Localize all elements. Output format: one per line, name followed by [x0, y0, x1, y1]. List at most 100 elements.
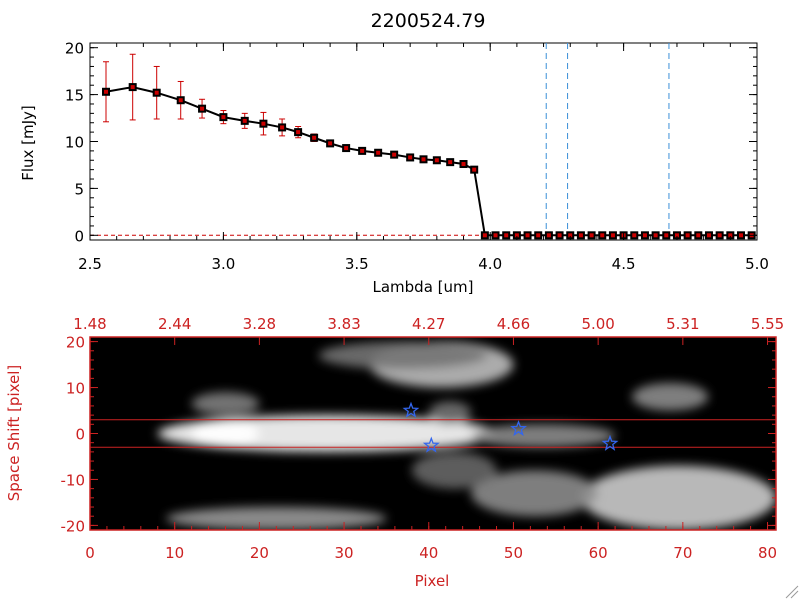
flux-point-center [546, 233, 551, 238]
wavelength-tick-label: 2.44 [158, 315, 191, 333]
error-bars [103, 53, 478, 173]
emission-blob [632, 382, 709, 411]
x-tick-label: 3.5 [345, 255, 369, 273]
spectrum-x-ticks: 2.5 3.0 3.5 4.0 4.5 5.0 [78, 43, 769, 273]
flux-point-center [328, 141, 333, 146]
x-tick-label: 2.5 [78, 255, 102, 273]
x-tick-label: 20 [250, 544, 269, 562]
flux-point-center [221, 115, 226, 120]
wavelength-tick-label: 5.55 [751, 315, 784, 333]
flux-point-center [376, 150, 381, 155]
flux-point-center [525, 233, 530, 238]
y-tick-label: 5 [74, 180, 84, 198]
flux-point-center [653, 233, 658, 238]
y-tick-label: 0 [75, 426, 85, 444]
emission-regions [157, 341, 776, 530]
flux-point-center [685, 233, 690, 238]
wavelength-tick-label: 5.31 [666, 315, 699, 333]
flux-point-center [261, 121, 266, 126]
image-y-label: Space Shift [pixel] [5, 365, 23, 502]
flux-point-center [344, 146, 349, 151]
spectrum-title: 2200524.79 [371, 10, 486, 32]
flux-point-center [589, 233, 594, 238]
flux-point-center [493, 233, 498, 238]
spectrum-plot-area: 2.5 3.0 3.5 4.0 4.5 5.0 0 5 10 15 20 [65, 40, 769, 273]
flux-point-center [557, 233, 562, 238]
flux-point-center [472, 167, 477, 172]
wavelength-tick-label: 4.66 [497, 315, 530, 333]
star-marker [510, 420, 527, 437]
flux-point-center [717, 233, 722, 238]
flux-point-center [200, 106, 205, 111]
flux-point-center [568, 233, 573, 238]
spectrum-panel: 2200524.79 2.5 3.0 3.5 4.0 4.5 5.0 0 5 10 15 20 L… [19, 10, 769, 296]
emission-blob [428, 401, 472, 425]
image-x-label: Pixel [415, 572, 450, 590]
extraction-aperture-lines [90, 419, 776, 448]
y-tick-label: 10 [66, 380, 85, 398]
emission-blob [471, 470, 599, 517]
flux-point-center [696, 233, 701, 238]
star-marker [601, 434, 619, 451]
flux-point-center [360, 148, 365, 153]
y-tick-label: 20 [66, 334, 85, 352]
emission-blob [191, 392, 260, 416]
spectral-image [90, 337, 776, 530]
flux-point-center [392, 152, 397, 157]
x-tick-label: 50 [504, 544, 523, 562]
flux-point-center [280, 125, 285, 130]
y-tick-label: 10 [65, 134, 84, 152]
image-x-ticks: 0 10 20 30 40 50 60 70 80 [85, 337, 777, 562]
y-tick-label: 0 [74, 227, 84, 245]
flux-point-center [610, 233, 615, 238]
wavelength-tick-label: 3.83 [327, 315, 360, 333]
image-wavelength-ticks: 1.48 2.44 3.28 3.83 4.27 4.66 5.00 5.31 5.55 [73, 315, 784, 333]
emission-blob [471, 424, 616, 448]
wavelength-tick-label: 1.48 [73, 315, 106, 333]
emission-blob [411, 451, 497, 489]
flux-point-center [600, 233, 605, 238]
y-tick-label: 20 [65, 40, 84, 58]
star-marker [422, 436, 440, 453]
flux-point-center [728, 233, 733, 238]
x-tick-label: 70 [673, 544, 692, 562]
flux-point-center [178, 98, 183, 103]
flux-point-center [536, 233, 541, 238]
spectrum-frame [89, 42, 758, 241]
flux-point-center [448, 160, 453, 165]
flux-point-center [578, 233, 583, 238]
x-tick-label: 60 [589, 544, 608, 562]
x-tick-label: 40 [419, 544, 438, 562]
y-tick-label: -10 [61, 471, 86, 489]
flux-point-center [296, 130, 301, 135]
emission-blob [581, 465, 776, 530]
resize-grip-icon[interactable] [785, 585, 799, 599]
image-y-ticks: -20 -10 0 10 20 [61, 334, 776, 535]
flux-point-center [664, 233, 669, 238]
source-star-markers [402, 401, 619, 453]
x-tick-label: 4.0 [478, 255, 502, 273]
flux-point-center [434, 158, 439, 163]
y-tick-label: -20 [61, 517, 86, 535]
flux-point-center [130, 85, 135, 90]
x-tick-label: 0 [85, 544, 95, 562]
star-marker [402, 401, 420, 418]
x-tick-label: 3.0 [211, 255, 235, 273]
spectrum-y-ticks: 0 5 10 15 20 [65, 40, 757, 245]
x-tick-label: 80 [758, 544, 777, 562]
flux-point-center [104, 89, 109, 94]
flux-point-center [154, 90, 159, 95]
spectrum-x-label: Lambda [um] [373, 278, 474, 296]
flux-point-center [461, 162, 466, 167]
emission-blob [166, 507, 387, 530]
flux-point-center [514, 233, 519, 238]
x-tick-label: 5.0 [745, 255, 769, 273]
wavelength-tick-label: 3.28 [243, 315, 276, 333]
wavelength-tick-label: 5.00 [581, 315, 614, 333]
emission-blob [191, 419, 260, 448]
y-tick-label: 15 [65, 87, 84, 105]
x-tick-label: 10 [165, 544, 184, 562]
flux-point-center [674, 233, 679, 238]
flux-point-center [706, 233, 711, 238]
